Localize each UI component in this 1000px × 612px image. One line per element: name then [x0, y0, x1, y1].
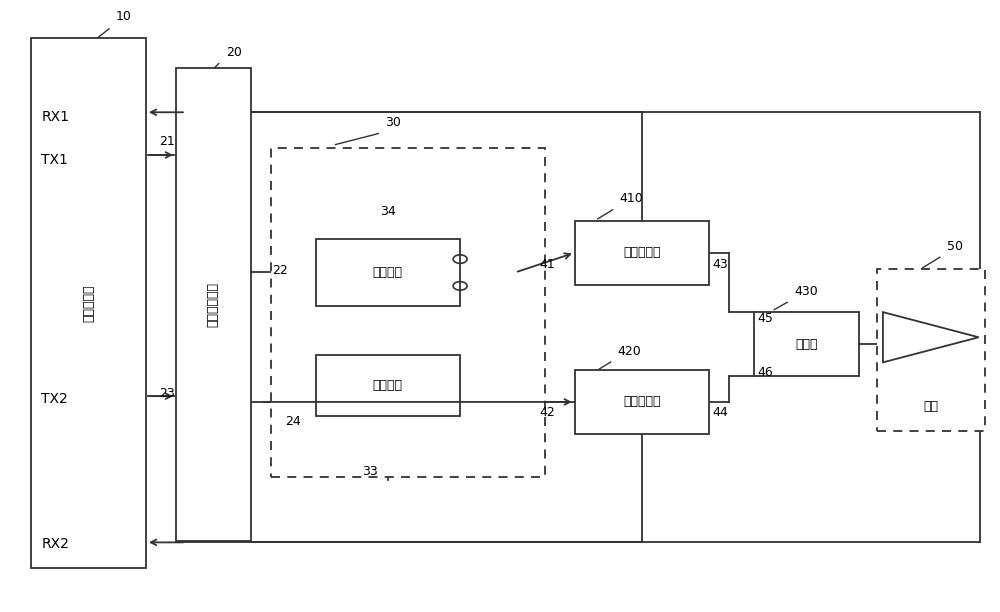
Text: TX1: TX1 — [41, 153, 68, 167]
Text: 21: 21 — [159, 135, 175, 147]
Text: 24: 24 — [286, 415, 301, 428]
Text: 天线: 天线 — [923, 400, 938, 413]
Text: 控制电路: 控制电路 — [373, 379, 403, 392]
Bar — [31, 38, 146, 568]
Text: 42: 42 — [539, 406, 555, 419]
Bar — [754, 312, 859, 376]
Text: 高频双工器: 高频双工器 — [623, 395, 661, 408]
Bar — [877, 269, 985, 431]
Text: 射频收发芯片: 射频收发芯片 — [207, 282, 220, 327]
Text: 420: 420 — [618, 345, 641, 358]
Text: RX1: RX1 — [41, 110, 69, 124]
Text: 33: 33 — [362, 465, 378, 478]
Text: 50: 50 — [947, 240, 963, 253]
Bar — [575, 221, 709, 285]
Bar — [316, 355, 460, 416]
Text: 低频双工器: 低频双工器 — [623, 246, 661, 259]
Text: 43: 43 — [712, 258, 728, 271]
Text: 10: 10 — [116, 10, 132, 23]
Bar — [271, 147, 545, 477]
Text: 430: 430 — [794, 285, 818, 298]
Text: 23: 23 — [159, 387, 175, 400]
Bar — [176, 69, 251, 540]
Text: 410: 410 — [620, 193, 643, 206]
Text: 46: 46 — [757, 366, 773, 379]
Text: 41: 41 — [539, 258, 555, 271]
Text: 分频器: 分频器 — [795, 338, 818, 351]
Text: 30: 30 — [385, 116, 401, 129]
Text: TX2: TX2 — [41, 392, 68, 406]
Text: 45: 45 — [757, 313, 773, 326]
Text: 20: 20 — [226, 47, 242, 59]
Text: 终端处理器: 终端处理器 — [82, 284, 95, 322]
Text: RX2: RX2 — [41, 537, 69, 551]
Text: 44: 44 — [712, 406, 728, 419]
Text: 22: 22 — [272, 264, 287, 277]
Text: 34: 34 — [380, 204, 396, 218]
Text: 滤波模块: 滤波模块 — [373, 266, 403, 279]
Bar — [575, 370, 709, 434]
Bar — [316, 239, 460, 306]
